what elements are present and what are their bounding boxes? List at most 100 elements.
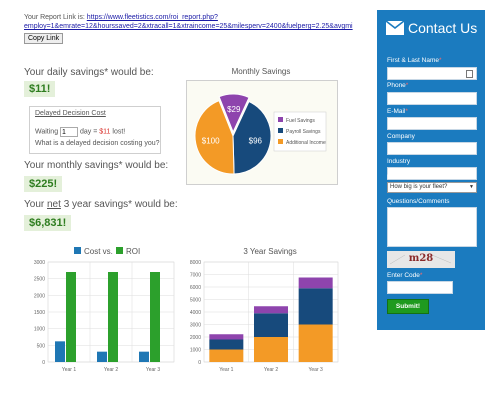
- required-mark: *: [405, 82, 409, 89]
- cost-roi-chart: Cost vs. ROI 0 500 1000 1500 2000 2500 3000 Yea…: [34, 247, 175, 373]
- daily-savings-value: $11!: [24, 81, 56, 97]
- y-tick-label: 1000: [190, 348, 201, 354]
- contact-card-icon: [466, 70, 473, 78]
- y-tick-label: 3000: [190, 323, 201, 329]
- name-label-text: First & Last Name: [387, 57, 440, 64]
- captcha-noise: [389, 254, 452, 265]
- y-tick-label: 0: [42, 360, 45, 366]
- copy-link-button[interactable]: Copy Link: [24, 33, 64, 44]
- report-link-label: Your Report Link is:: [24, 14, 85, 21]
- pie-value-label: $96: [249, 137, 263, 146]
- monthly-savings-value: $225!: [24, 176, 63, 192]
- y-tick-label: 1500: [34, 310, 45, 316]
- required-mark: *: [439, 57, 442, 64]
- three-year-chart: 3 Year Savings 0 1000 2000 3000 4000 5000 6000…: [190, 247, 339, 373]
- pie-value-label: $100: [202, 137, 220, 146]
- roi-bar: [108, 272, 118, 362]
- y-tick-label: 8000: [190, 260, 201, 266]
- legend-label-roi: ROI: [126, 247, 140, 256]
- fleet-label: Fleet Size: [387, 174, 416, 181]
- x-tick-label: Year 3: [309, 367, 323, 373]
- y-tick-label: 6000: [190, 285, 201, 291]
- code-label-text: Enter Code: [387, 272, 420, 279]
- fleet-select-value: How big is your fleet?: [390, 184, 448, 190]
- submit-button[interactable]: Submit!: [387, 299, 429, 314]
- payroll-savings-bar: [254, 313, 288, 337]
- roi-bar: [150, 272, 160, 362]
- cost-bar: [139, 351, 149, 362]
- required-mark: *: [419, 272, 423, 279]
- legend-label-cost: Cost vs.: [84, 247, 113, 256]
- pie-chart: $29 $96 $100 Fuel Savings Payroll Savings …: [194, 93, 327, 175]
- required-mark: *: [405, 108, 408, 115]
- y-tick-label: 2500: [34, 277, 45, 283]
- y-tick-label: 2000: [190, 335, 201, 341]
- additional-income-bar: [209, 349, 244, 362]
- monthly-savings-label: Your monthly savings* would be:: [24, 160, 169, 171]
- code-label: Enter Code*: [387, 272, 422, 279]
- name-field[interactable]: [387, 67, 477, 80]
- y-tick-label: 500: [37, 343, 46, 349]
- cost-bar: [97, 351, 107, 362]
- legend-swatch-cost: [74, 247, 81, 254]
- questions-label: Questions/Comments: [387, 198, 450, 205]
- chevron-down-icon: ▼: [469, 184, 474, 190]
- email-label-text: E-Mail: [387, 108, 406, 115]
- additional-income-bar: [298, 324, 333, 362]
- envelope-icon: [385, 20, 405, 35]
- phone-field[interactable]: [387, 92, 477, 105]
- questions-textarea[interactable]: [387, 207, 477, 247]
- x-tick-label: Year 3: [146, 367, 160, 373]
- x-tick-label: Year 2: [264, 367, 278, 373]
- delayed-question: What is a delayed decision costing you?: [35, 140, 160, 147]
- contact-title: Contact Us: [408, 20, 478, 36]
- days-input[interactable]: [60, 127, 79, 137]
- pie-chart-title: Monthly Savings: [231, 67, 291, 76]
- three-year-bars: [209, 277, 333, 362]
- pie-slice-fuel: [218, 93, 250, 134]
- pie-value-label: $29: [227, 105, 241, 114]
- email-field[interactable]: [387, 117, 477, 130]
- waiting-label: Waiting: [35, 128, 59, 136]
- fleet-size-select[interactable]: How big is your fleet? ▼: [387, 182, 477, 193]
- fuel-savings-bar: [254, 306, 288, 314]
- x-tick-label: Year 2: [104, 367, 118, 373]
- net-word: net: [47, 199, 61, 210]
- pie-slices: $29 $96 $100: [194, 93, 272, 175]
- cost-roi-bars: [55, 272, 160, 362]
- cost-bar: [55, 341, 65, 362]
- pie-chart-panel: $29 $96 $100 Fuel Savings Payroll Savings …: [186, 80, 338, 185]
- report-url-link[interactable]: https://www.fleetistics.com/roi_report.p…: [86, 14, 218, 21]
- waiting-row: Waiting day = $11 lost!: [35, 127, 125, 137]
- company-label: Company: [387, 133, 415, 140]
- pie-slice-additional: [194, 100, 235, 175]
- legend-swatch-fuel: [278, 117, 283, 122]
- delayed-decision-card: Delayed Decision Cost Waiting day = $11 …: [29, 106, 161, 154]
- y-tick-label: 3000: [34, 260, 45, 266]
- y-tick-label: 5000: [190, 298, 201, 304]
- payroll-savings-bar: [209, 339, 244, 350]
- fuel-savings-bar: [298, 277, 333, 289]
- pie-slice-payroll: [232, 100, 272, 175]
- phone-label-text: Phone: [387, 82, 406, 89]
- days-label: day =: [80, 128, 98, 136]
- industry-field[interactable]: [387, 167, 477, 180]
- y-tick-label: 1000: [34, 327, 45, 333]
- company-field[interactable]: [387, 142, 477, 155]
- roi-bar: [66, 272, 76, 362]
- industry-label: Industry: [387, 158, 411, 165]
- report-link-block: Your Report Link is: https://www.fleetis…: [24, 13, 364, 31]
- code-field[interactable]: [387, 281, 453, 294]
- y-tick-label: 4000: [190, 310, 201, 316]
- cost-roi-legend: Cost vs. ROI: [74, 247, 140, 256]
- legend-swatch-payroll: [278, 128, 283, 133]
- email-label: E-Mail*: [387, 108, 408, 115]
- x-tick-label: Year 1: [219, 367, 233, 373]
- additional-income-bar: [254, 337, 288, 362]
- legend-swatch-roi: [116, 247, 123, 254]
- captcha-image: m28: [387, 251, 455, 268]
- report-url-link-continued[interactable]: employ=1&emrate=12&hourssaved=2&xtracall…: [24, 23, 353, 30]
- legend-swatch-additional: [278, 139, 283, 144]
- captcha-text: m28: [408, 253, 434, 264]
- net-savings-value: $6,831!: [24, 215, 72, 231]
